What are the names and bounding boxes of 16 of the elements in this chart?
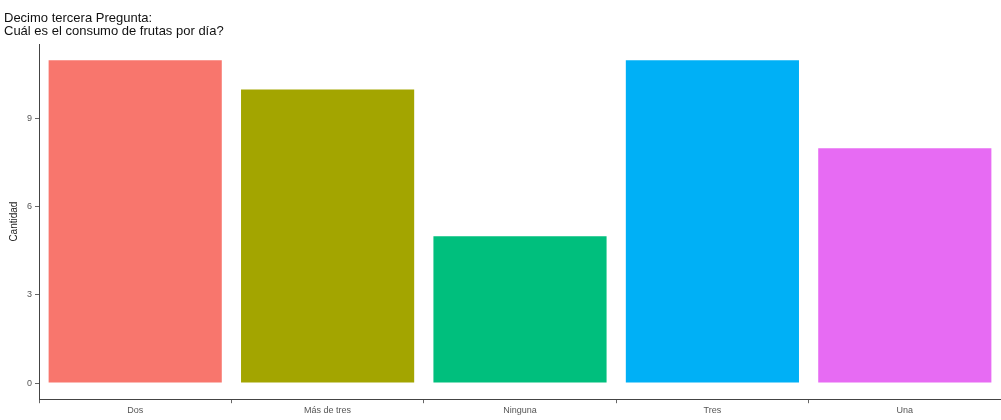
bar — [625, 60, 799, 383]
chart-title: Decimo tercera Pregunta: Cuál es el consumo de frutas por día? — [4, 10, 224, 39]
y-tick-label: 9 — [26, 113, 33, 124]
x-tick-label: Más de tres — [304, 405, 352, 416]
bar — [818, 148, 992, 383]
y-tick-label: 3 — [26, 289, 33, 300]
bar — [433, 236, 607, 383]
x-tick-label: Una — [896, 405, 914, 416]
x-tick-label: Ninguna — [503, 405, 537, 416]
x-tick-label: Dos — [127, 405, 144, 416]
y-axis-title: Cantidad — [7, 201, 19, 242]
y-tick-label: 0 — [26, 377, 33, 388]
y-tick-label: 6 — [26, 201, 33, 212]
bar — [48, 60, 222, 383]
bar — [241, 89, 415, 383]
x-tick-label: Tres — [703, 405, 722, 416]
